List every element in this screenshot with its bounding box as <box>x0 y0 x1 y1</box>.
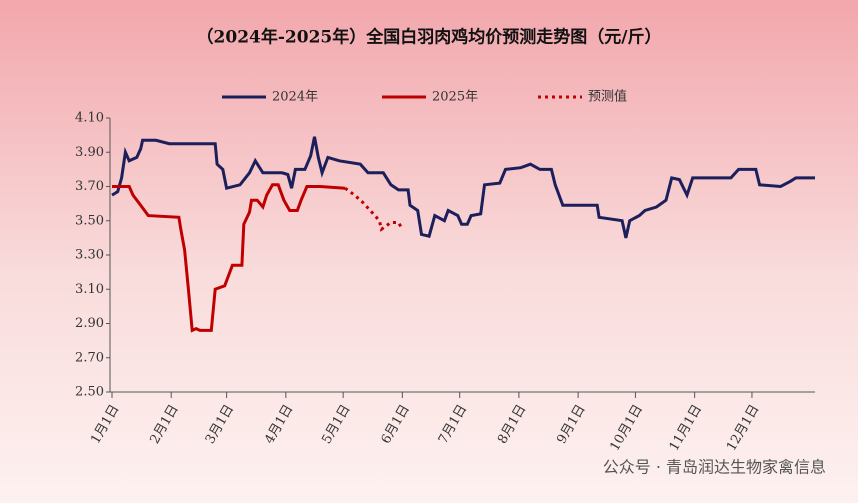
legend-label: 预测值 <box>588 89 627 105</box>
y-tick-label: 3.70 <box>75 179 104 194</box>
legend-label: 2024年 <box>272 90 318 105</box>
series-line <box>111 136 815 239</box>
y-tick-label: 3.30 <box>75 248 104 263</box>
y-tick-label: 2.90 <box>75 316 104 331</box>
y-tick-label: 3.10 <box>75 282 104 297</box>
y-tick-label: 2.70 <box>75 350 104 365</box>
legend-label: 2025年 <box>432 90 478 105</box>
chart-title: （2024年-2025年）全国白羽肉鸡均价预测走势图（元/斤） <box>197 27 662 48</box>
y-tick-label: 3.50 <box>75 213 104 228</box>
y-tick-label: 4.10 <box>75 111 104 126</box>
watermark: 公众号 · 青岛润达生物家禽信息 <box>603 458 826 477</box>
y-tick-label: 3.90 <box>75 145 104 160</box>
y-tick-label: 2.50 <box>75 385 104 400</box>
series-line <box>344 186 404 232</box>
series-line <box>112 183 346 333</box>
